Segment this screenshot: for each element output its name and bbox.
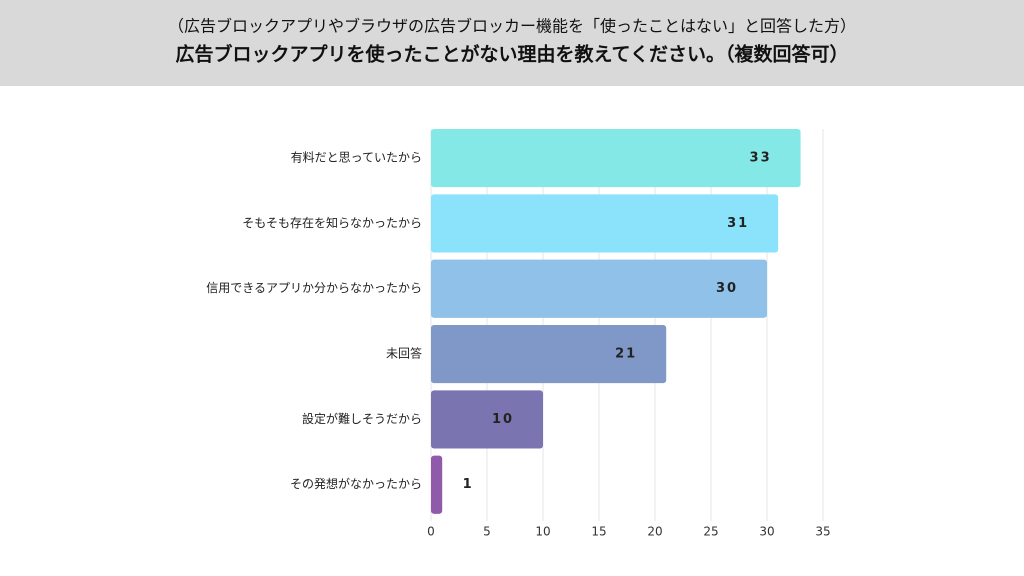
value-label: 30 [716,281,738,296]
y-tick-label: 設定が難しそうだから [302,411,422,426]
x-tick-label: 35 [815,525,830,539]
chart-subtitle: （広告ブロックアプリやブラウザの広告ブロッカー機能を「使ったことはない」と回答し… [168,17,856,36]
x-tick-label: 30 [759,525,774,539]
x-tick-label: 20 [647,525,662,539]
y-tick-label: 信用できるアプリか分からなかったから [206,281,422,295]
bar [431,194,779,253]
bar [431,390,543,449]
value-label: 10 [492,412,514,427]
y-tick-label: その発想がなかったから [290,476,422,491]
x-tick-label: 25 [703,525,718,539]
bar [431,259,767,318]
x-tick-label: 5 [483,525,491,539]
value-label: 31 [727,216,749,231]
y-tick-label: そもそも存在を知らなかったから [242,216,422,230]
y-tick-label: 有料だと思っていたから [291,151,422,165]
bar [431,129,801,188]
value-label: 21 [615,347,637,362]
x-tick-label: 15 [591,525,606,539]
header-banner [0,0,1024,86]
x-tick-label: 0 [427,525,435,539]
chart-title: 広告ブロックアプリを使ったことがない理由を教えてください。（複数回答可） [176,43,849,66]
bar [431,325,667,384]
value-label: 1 [463,477,474,492]
value-label: 33 [750,151,772,166]
bar [431,455,443,514]
y-tick-label: 未回答 [386,346,422,361]
x-tick-label: 10 [535,525,550,539]
